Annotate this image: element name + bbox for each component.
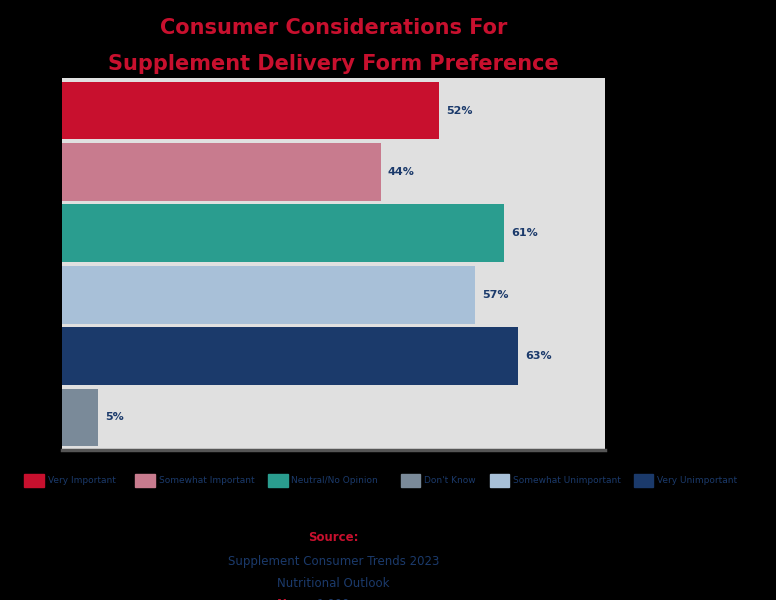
- Bar: [62, 205, 504, 262]
- Text: Don't Know: Don't Know: [424, 476, 476, 485]
- Text: Consumer Considerations For: Consumer Considerations For: [160, 18, 508, 38]
- Text: Supplement Delivery Form Preference: Supplement Delivery Form Preference: [109, 54, 559, 74]
- Text: Source:: Source:: [308, 531, 359, 544]
- Bar: [62, 143, 381, 201]
- Text: 1,000: 1,000: [317, 598, 351, 600]
- Text: 5%: 5%: [106, 412, 124, 422]
- Bar: [62, 389, 99, 446]
- Bar: [62, 327, 518, 385]
- Text: Nutritional Outlook: Nutritional Outlook: [278, 577, 390, 590]
- Text: 61%: 61%: [511, 229, 538, 238]
- Text: Somewhat Unimportant: Somewhat Unimportant: [514, 476, 622, 485]
- Bar: [62, 82, 438, 139]
- Text: Very Unimportant: Very Unimportant: [657, 476, 737, 485]
- Bar: [62, 266, 475, 323]
- Text: 57%: 57%: [482, 290, 508, 299]
- Text: 44%: 44%: [388, 167, 415, 177]
- Text: 63%: 63%: [525, 351, 553, 361]
- Text: Neutral/No Opinion: Neutral/No Opinion: [292, 476, 378, 485]
- Text: N=: N=: [277, 598, 297, 600]
- Text: 52%: 52%: [446, 106, 473, 116]
- Text: Very Important: Very Important: [47, 476, 116, 485]
- Text: Somewhat Important: Somewhat Important: [158, 476, 255, 485]
- Text: Supplement Consumer Trends 2023: Supplement Consumer Trends 2023: [228, 555, 439, 568]
